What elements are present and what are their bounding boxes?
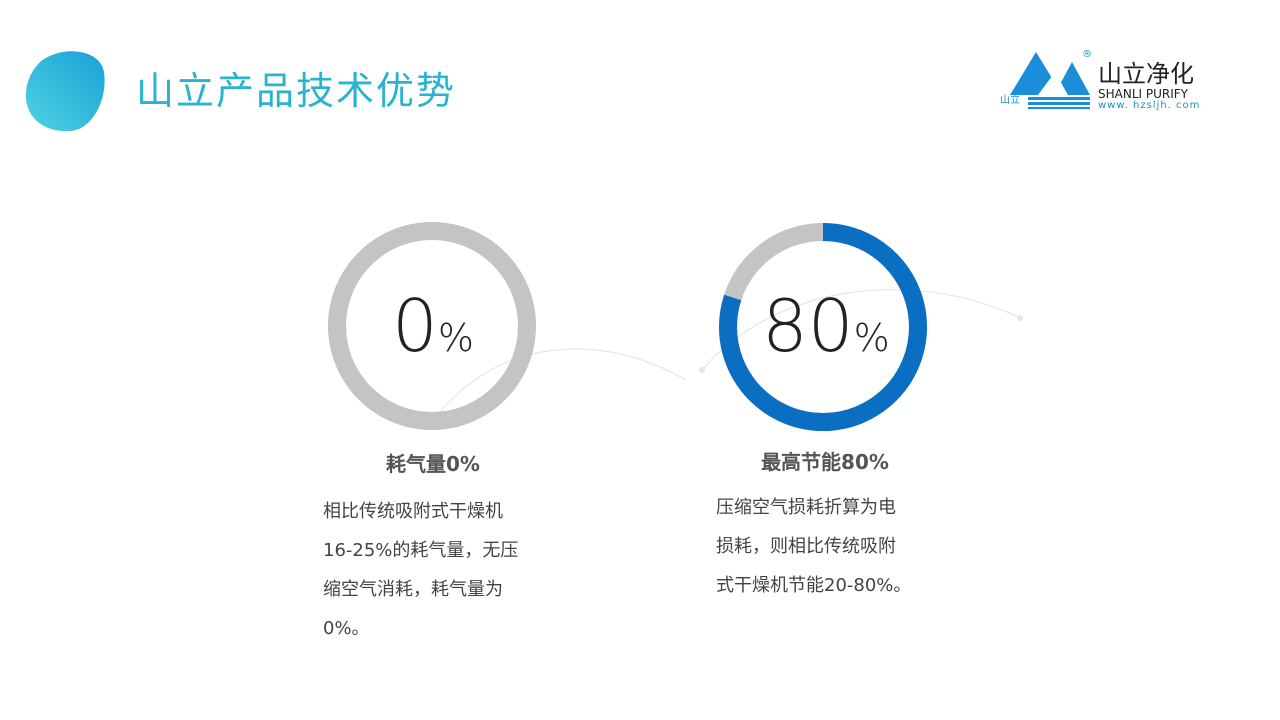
- connector-arrow: [439, 348, 687, 413]
- card-2-description: 压缩空气损耗折算为电 损耗，则相比传统吸附 式干燥机节能20-80%。: [716, 497, 912, 596]
- card-1-description: 相比传统吸附式干燥机 16-25%的耗气量，无压 缩空气消耗，耗气量为 0%。: [323, 501, 519, 639]
- card-2-title: 最高节能80%: [761, 450, 889, 474]
- logo-mark: [1010, 52, 1090, 109]
- card-1-title: 耗气量0%: [386, 452, 480, 476]
- title-blob-icon: [25, 51, 105, 132]
- page-title: 山立产品技术优势: [136, 69, 457, 113]
- logo-name-en: SHANLI PURIFY: [1098, 87, 1188, 101]
- logo-small-text: 山立: [1000, 95, 1020, 106]
- ring-progress: [719, 223, 927, 431]
- card-1-value: 0%: [392, 284, 474, 368]
- logo-url: www. hzsljh. com: [1098, 100, 1201, 111]
- logo-name-cn: 山立净化: [1098, 60, 1194, 88]
- registered-mark: ®: [1082, 49, 1092, 60]
- ring-track: [328, 222, 536, 430]
- card-2-value: 80%: [762, 284, 890, 368]
